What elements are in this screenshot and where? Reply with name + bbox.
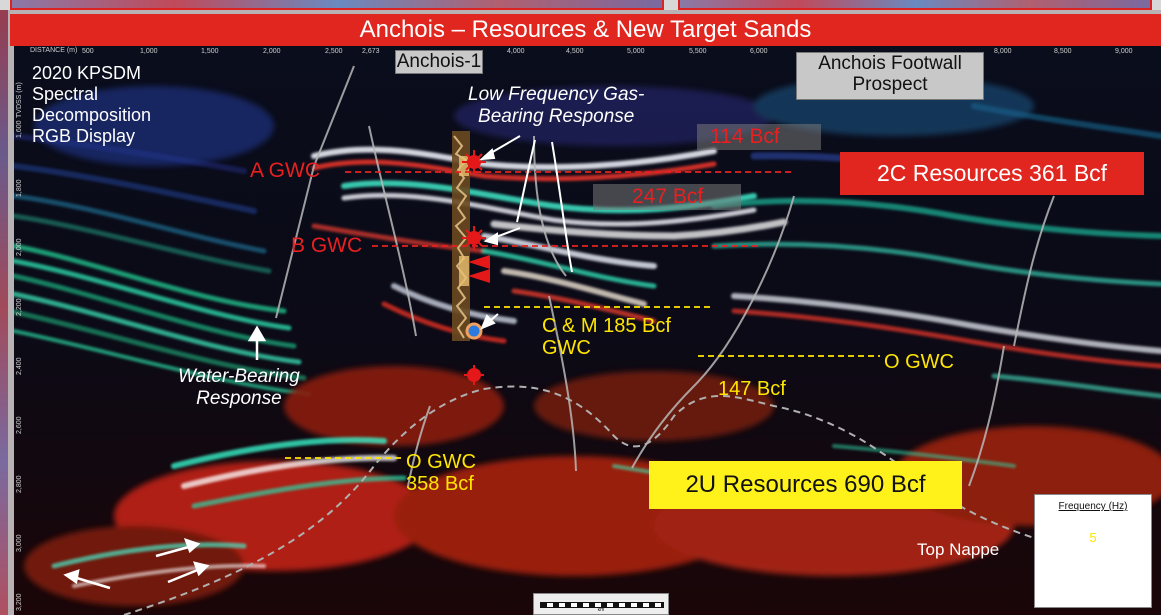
label-backdrop — [593, 184, 741, 210]
prospect-line: Anchois Footwall — [818, 53, 962, 74]
prospect-line: Prospect — [852, 74, 928, 95]
tick-label: 4,500 — [566, 48, 584, 55]
arrow-icon — [516, 139, 536, 223]
annotation-line: C & M 185 Bcf — [542, 315, 671, 337]
water-sample-icon — [465, 322, 483, 340]
scale-ruler — [540, 602, 664, 608]
sample-marker-icon — [464, 365, 484, 385]
tick-label: 5,500 — [689, 48, 707, 55]
scale-bar: km — [533, 593, 669, 615]
arrow-icon — [155, 537, 201, 558]
tick-label: 2,673 — [362, 48, 380, 55]
legend-red-value: 5 — [1089, 530, 1096, 545]
rgb-venn-diagram: 5 25 15 — [1056, 522, 1130, 592]
top-thumbnail-left — [10, 0, 664, 10]
display-label-line: RGB Display — [32, 126, 136, 146]
annotation-line: 358 Bcf — [406, 473, 474, 495]
tick-label: 8,500 — [1054, 48, 1072, 55]
legend-green-value: 15 — [1108, 571, 1122, 586]
well-log — [452, 131, 470, 341]
tick-label: 5,000 — [627, 48, 645, 55]
frequency-legend: Frequency (Hz) 5 25 15 — [1034, 494, 1152, 608]
pressure-marker-icon — [468, 269, 490, 283]
well-name-label: Anchois-1 — [395, 50, 483, 74]
volume-114-bcf: 114 Bcf — [710, 125, 780, 148]
top-thumbnail-right — [678, 0, 1152, 10]
axis-title-distance: DISTANCE (m) — [30, 47, 78, 54]
legend-blue-value: 25 — [1064, 571, 1078, 586]
slide-title: Anchois – Resources & New Target Sands — [10, 14, 1161, 46]
display-label-line: Spectral — [32, 84, 99, 104]
arrow-icon — [167, 561, 210, 584]
arrow-icon — [479, 135, 521, 161]
annotation-line: O GWC — [406, 451, 476, 473]
c-m-gwc-label: C & M 185 Bcf GWC — [542, 315, 671, 359]
top-nappe-label: Top Nappe — [917, 540, 1000, 559]
top-edge-decoration — [0, 0, 1161, 10]
water-bearing-annotation: Water-Bearing Response — [178, 366, 300, 410]
a-gwc-label: A GWC — [250, 159, 321, 182]
tick-label: 8,000 — [994, 48, 1012, 55]
display-label-line: Decomposition — [32, 105, 152, 125]
sample-marker-icon — [462, 150, 486, 174]
sample-marker-icon — [462, 226, 486, 250]
volume-147-bcf: 147 Bcf — [718, 378, 786, 400]
pressure-marker-icon — [468, 255, 490, 269]
o-gwc-left-label: O GWC 358 Bcf — [406, 451, 476, 495]
arrow-icon — [63, 569, 111, 590]
scale-unit: km — [597, 607, 605, 613]
annotation-line: Bearing Response — [478, 106, 635, 127]
arrow-icon — [247, 325, 267, 360]
display-label-line: 2020 KPSDM — [32, 63, 142, 83]
arrow-icon — [483, 227, 521, 246]
label-backdrop — [697, 124, 821, 150]
arrow-icon — [480, 313, 499, 330]
volume-247-bcf: 247 Bcf — [632, 185, 704, 208]
tick-label: 9,000 — [1115, 48, 1133, 55]
arrow-icon — [551, 141, 573, 273]
resources-2u-box: 2U Resources 690 Bcf — [649, 461, 962, 509]
frequency-legend-title: Frequency (Hz) — [1058, 501, 1128, 512]
annotation-line: Response — [196, 388, 282, 409]
annotation-line: Water-Bearing — [178, 366, 300, 387]
low-frequency-annotation: Low Frequency Gas- Bearing Response — [468, 84, 644, 128]
tick-label: 500 — [82, 48, 94, 55]
o-gwc-right-label: O GWC — [884, 351, 954, 373]
tick-label: 2,500 — [325, 48, 343, 55]
display-type-label: 2020 KPSDM Spectral Decomposition RGB Di… — [32, 63, 151, 147]
resources-2c-box: 2C Resources 361 Bcf — [840, 152, 1144, 195]
tick-label: 1,500 — [201, 48, 219, 55]
tick-label: 4,000 — [507, 48, 525, 55]
left-edge-decoration — [0, 0, 8, 615]
annotation-line: GWC — [542, 337, 591, 359]
b-gwc-label: B GWC — [291, 234, 363, 257]
tick-label: 1,000 — [140, 48, 158, 55]
tick-label: 6,000 — [750, 48, 768, 55]
tick-label: 2,000 — [263, 48, 281, 55]
prospect-label: Anchois Footwall Prospect — [796, 52, 984, 100]
annotation-line: Low Frequency Gas- — [468, 84, 645, 105]
